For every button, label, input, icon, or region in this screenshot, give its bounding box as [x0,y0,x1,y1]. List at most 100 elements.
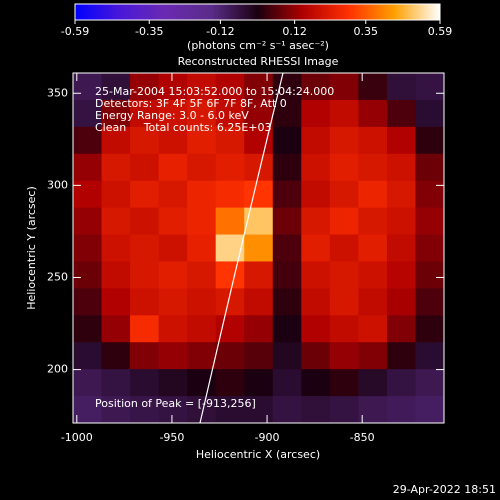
heatmap-cell [73,315,103,343]
heatmap-cell [329,288,359,316]
x-tick-label: -950 [159,431,184,444]
heatmap-cell [386,207,416,236]
heatmap-cell [158,153,188,182]
heatmap-cell [272,126,302,155]
heatmap-cell [215,153,245,182]
heatmap-cell [244,396,274,424]
heatmap-cell [73,234,103,262]
heatmap-cell [244,261,274,289]
heatmap-cell [329,369,359,397]
heatmap-cell [301,369,331,397]
heatmap-cell [301,234,331,262]
heatmap-cell [301,342,331,370]
heatmap-cell [158,207,188,236]
heatmap-cell [101,126,131,155]
heatmap-cell [130,153,160,182]
heatmap-cell [73,342,103,370]
heatmap-cell [415,153,445,182]
heatmap-cell [101,99,131,128]
x-tick-label: -900 [255,431,280,444]
heatmap-cell [415,73,445,101]
heatmap-cell [101,234,131,262]
heatmap-cell [358,153,388,182]
heatmap-cell [73,73,103,101]
heatmap-cell [187,288,217,316]
heatmap-cell [301,261,331,289]
heatmap-cell [386,369,416,397]
heatmap-cell [130,315,160,343]
heatmap-cell [272,369,302,397]
heatmap-cell [329,126,359,155]
heatmap-cell [386,342,416,370]
heatmap-cell [358,315,388,343]
heatmap-cell [244,180,274,209]
heatmap-cell [130,288,160,316]
x-axis-label: Heliocentric X (arcsec) [196,448,320,461]
colorbar-tick-label: 0.59 [428,25,453,38]
heatmap-cell [101,342,131,370]
heatmap-cell [187,180,217,209]
heatmap-cell [386,396,416,424]
heatmap-cell [415,396,445,424]
heatmap-cell [358,180,388,209]
heatmap-cell [358,99,388,128]
heatmap-cell [272,396,302,424]
heatmap-cell [415,342,445,370]
heatmap-cell [130,369,160,397]
heatmap-cell [215,73,245,101]
heatmap-cell [73,99,103,128]
heatmap-cell [101,288,131,316]
heatmap-cell [101,73,131,101]
heatmap-cell [386,99,416,128]
heatmap-cell [272,261,302,289]
axes: -0.59 -0.35 -0.12 0.12 0.35 0.59 -1000 -950 -900… [47,20,452,444]
colorbar-label: (photons cm⁻² s⁻¹ asec⁻²) [187,39,329,52]
heatmap-cell [272,315,302,343]
info-line: Energy Range: 3.0 - 6.0 keV [95,109,249,122]
heatmap-cell [329,261,359,289]
heatmap-cell [329,180,359,209]
heatmap-cell [415,180,445,209]
heatmap-cell [187,153,217,182]
heatmap-cell [215,315,245,343]
heatmap-cell [215,180,245,209]
y-tick-label: 350 [47,86,68,99]
heatmap-cell [358,207,388,236]
y-tick-label: 200 [47,363,68,376]
heatmap-cell [158,396,188,424]
heatmap-cell [415,261,445,289]
heatmap-cell [244,99,274,128]
heatmap-cell [158,369,188,397]
heatmap-cell [244,153,274,182]
y-tick-label: 300 [47,178,68,191]
heatmap-cell [187,126,217,155]
heatmap-cell [358,73,388,101]
heatmap-cell [73,207,103,236]
heatmap-cell [73,126,103,155]
x-tick-label: -850 [350,431,375,444]
heatmap-cell [358,234,388,262]
heatmap-cell [187,99,217,128]
heatmap-cell [187,261,217,289]
heatmap-cell [187,234,217,262]
plot-frame [72,72,445,424]
heatmap-cell [101,315,131,343]
heatmap-cell [101,180,131,209]
heatmap-cell [73,153,103,182]
heatmap-cell [130,180,160,209]
heatmap-cell [386,73,416,101]
heatmap-cell [187,315,217,343]
heatmap-cell [158,180,188,209]
heatmap-cell [386,153,416,182]
heatmap-cell [358,261,388,289]
heatmap-cell [158,73,188,101]
heatmap-cell [73,180,103,209]
heatmap-cell [329,153,359,182]
heatmap-cell [158,126,188,155]
heatmap-cell [358,288,388,316]
heatmap-cell [386,315,416,343]
heatmap-cell [215,99,245,128]
heatmap-cell [158,234,188,262]
heatmap-cell [329,396,359,424]
